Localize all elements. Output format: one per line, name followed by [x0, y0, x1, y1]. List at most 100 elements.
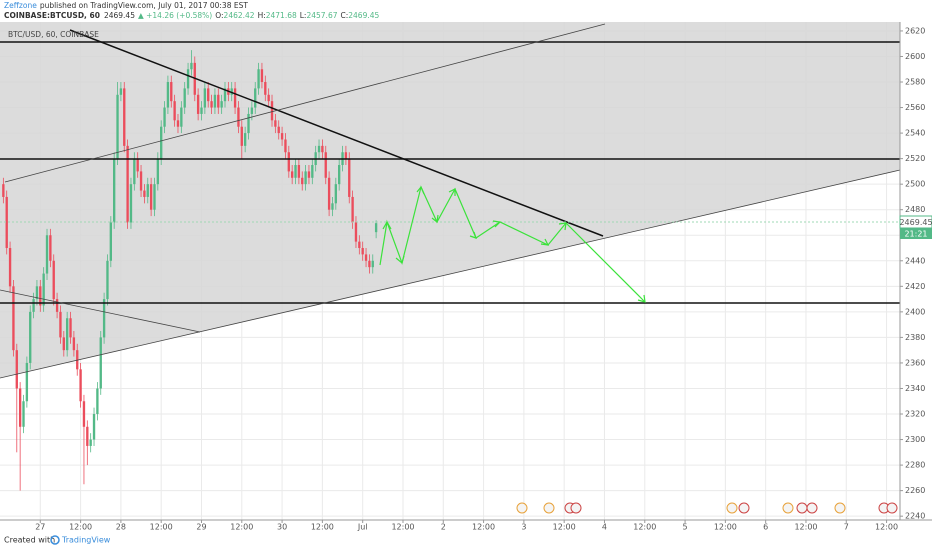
y-tick-label: 2260 — [905, 486, 925, 495]
event-icon[interactable] — [886, 502, 898, 514]
candle-body — [22, 401, 25, 427]
candle-body — [89, 439, 92, 446]
candle-body — [196, 94, 200, 114]
candle-body — [153, 184, 156, 210]
candle-body — [230, 88, 233, 95]
candle-body — [364, 254, 368, 261]
candle-body — [163, 107, 166, 127]
candle-body — [62, 337, 65, 351]
event-icon[interactable] — [796, 502, 808, 514]
candle-body — [257, 69, 260, 89]
candle-body — [210, 101, 213, 108]
x-tick-label: 12:00 — [553, 523, 576, 532]
candle-body — [126, 145, 129, 223]
price-tag: 2469.45 — [899, 218, 932, 227]
candle-body — [344, 152, 348, 159]
countdown: 21:21 — [904, 230, 927, 239]
candle-body — [176, 120, 180, 127]
last: 2469.45 — [104, 11, 135, 20]
candle-body — [267, 94, 270, 102]
candle-body — [170, 82, 173, 102]
candle-body — [264, 82, 267, 95]
event-icon[interactable] — [543, 502, 555, 514]
candle-body — [119, 88, 123, 95]
y-tick-label: 2540 — [905, 129, 925, 138]
x-tick-label: 27 — [35, 523, 45, 532]
arrow-head — [637, 294, 646, 303]
y-tick-label: 2380 — [905, 333, 925, 342]
symbol-line: COINBASE:BTCUSD, 60 2469.45 ▲ +14.26 (+0.5… — [4, 11, 379, 20]
arrow-head — [382, 220, 392, 230]
candle-body — [200, 107, 203, 114]
candle-body — [32, 299, 35, 312]
candle-body — [374, 223, 378, 233]
o-label: O: — [215, 11, 223, 20]
x-tick-label: 7 — [844, 523, 849, 532]
x-tick-label: 12:00 — [230, 523, 253, 532]
x-tick-label: 12:00 — [633, 523, 656, 532]
candle-body — [237, 107, 240, 127]
x-tick-label: 12:00 — [794, 523, 817, 532]
y-tick-label: 2300 — [905, 435, 925, 444]
candle-body — [331, 203, 334, 210]
candle-body — [334, 184, 337, 204]
candle-body — [123, 88, 126, 146]
candle-body — [65, 318, 69, 351]
c-label: C: — [340, 11, 348, 20]
event-icon[interactable] — [782, 502, 794, 514]
candle-body — [69, 318, 72, 338]
candle-body — [59, 311, 62, 338]
candle-body — [297, 165, 301, 178]
candle-body — [92, 414, 96, 440]
event-icon[interactable] — [738, 502, 750, 514]
y-tick-label: 2600 — [905, 52, 925, 61]
h-value: 2471.68 — [266, 11, 297, 20]
author[interactable]: Zeffzone — [4, 1, 37, 10]
arrow-head — [431, 214, 439, 224]
y-tick-label: 2360 — [905, 358, 925, 367]
candle-body — [247, 113, 250, 134]
candle-body — [223, 88, 227, 102]
event-icon[interactable] — [516, 502, 528, 514]
y-tick-label: 2320 — [905, 410, 925, 419]
event-icon[interactable] — [726, 502, 738, 514]
x-tick-label: 12:00 — [311, 523, 334, 532]
x-tick-label: 2 — [441, 523, 446, 532]
y-tick-label: 2620 — [905, 26, 925, 35]
candle-body — [35, 286, 39, 300]
trend-line — [0, 289, 201, 333]
trend-line — [69, 29, 604, 237]
y-tick-label: 2340 — [905, 384, 925, 393]
candle-body — [301, 177, 304, 185]
arrow-head — [395, 255, 405, 265]
y-tick-label: 2280 — [905, 461, 925, 470]
x-tick-label: 12:00 — [391, 523, 414, 532]
candle-body — [311, 165, 314, 178]
candle-body — [129, 184, 133, 223]
candle-body — [260, 69, 264, 83]
arrow-head — [492, 220, 502, 228]
candle-body — [280, 133, 284, 140]
event-icon[interactable] — [570, 502, 582, 514]
candle-body — [277, 126, 280, 134]
x-tick-label: 29 — [196, 523, 206, 532]
h-label: H: — [258, 11, 266, 20]
x-tick-label: 12:00 — [69, 523, 92, 532]
candle-body — [250, 107, 254, 114]
x-tick-label: 4 — [602, 523, 607, 532]
candle-body — [321, 145, 324, 153]
c-value: 2469.45 — [348, 11, 379, 20]
candle-body — [102, 299, 106, 338]
change: ▲ +14.26 (+0.58%) — [138, 11, 212, 20]
footer-brand[interactable]: TradingView — [61, 536, 111, 545]
l-value: 2457.67 — [306, 11, 337, 20]
channel-line — [0, 169, 901, 379]
event-icon[interactable] — [806, 502, 818, 514]
candle-body — [42, 273, 45, 306]
candle-body — [217, 94, 220, 108]
event-icons — [516, 502, 898, 514]
candle-body — [274, 120, 277, 127]
event-icon[interactable] — [834, 502, 846, 514]
